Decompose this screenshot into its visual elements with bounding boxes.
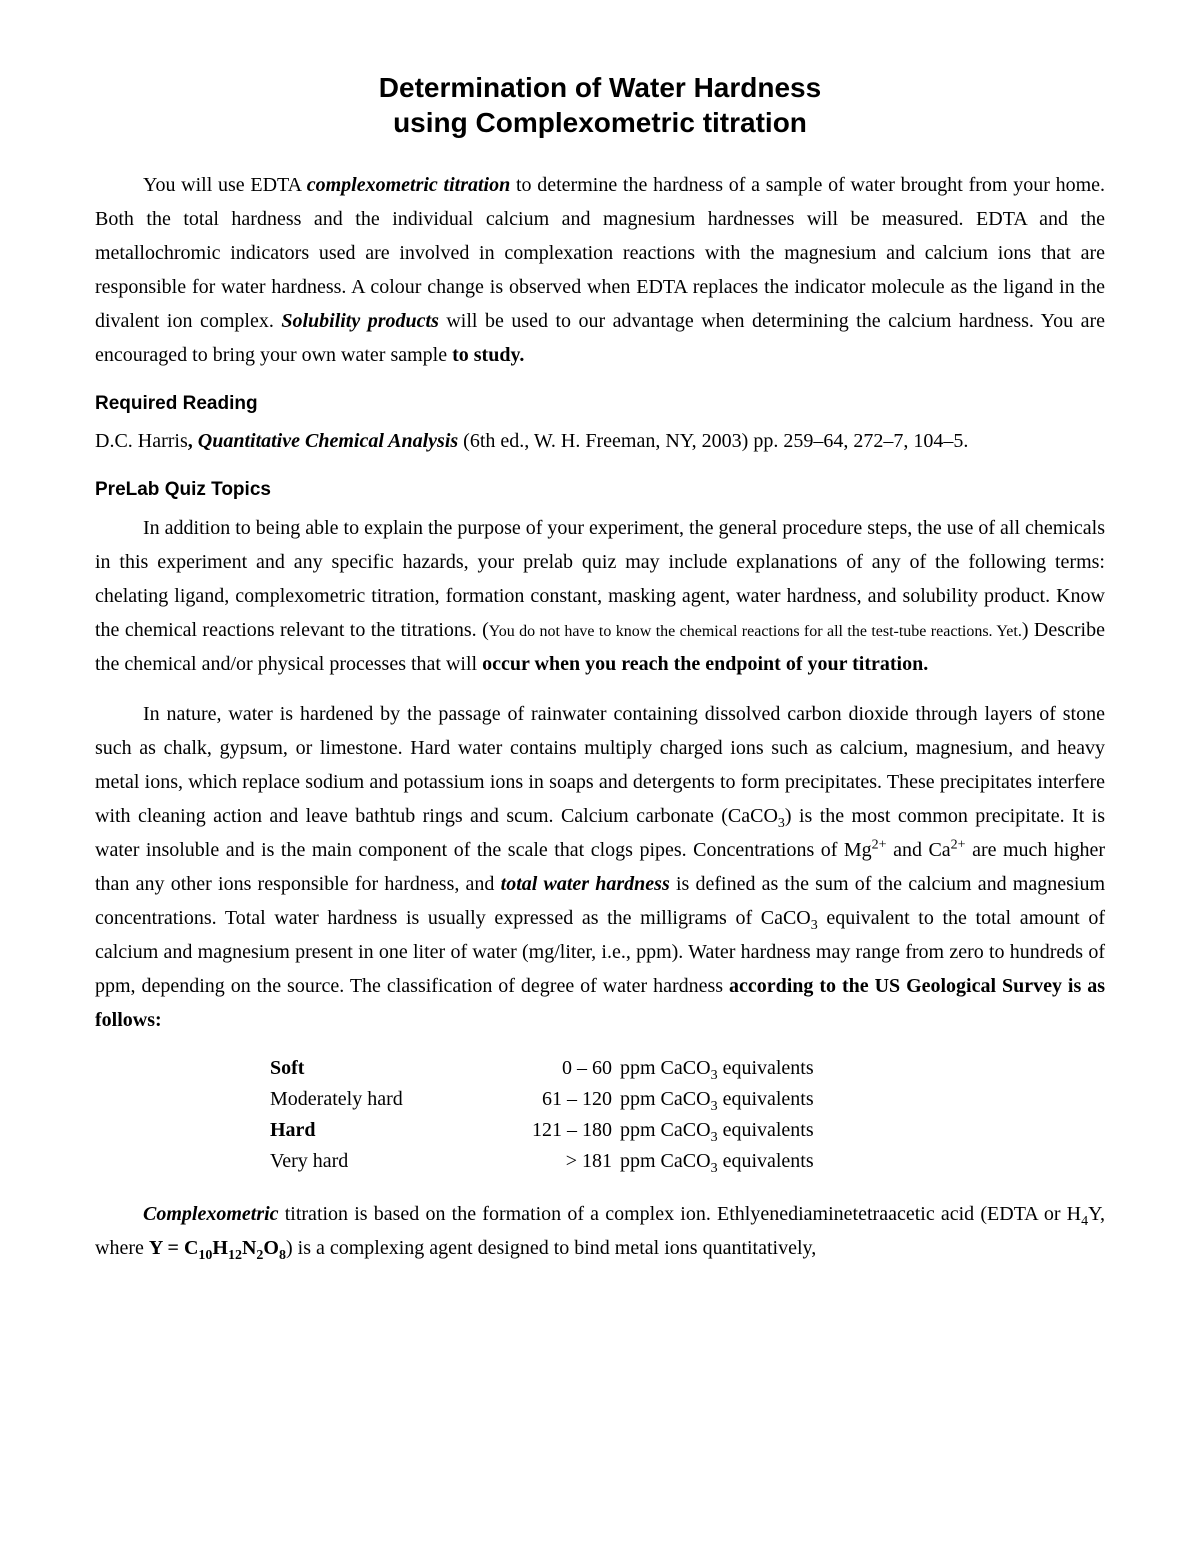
formula-h: H [212, 1237, 228, 1259]
subscript-3: 3 [778, 816, 785, 831]
subscript-3: 3 [711, 1130, 718, 1145]
unit-suffix: equivalents [718, 1150, 814, 1172]
unit-prefix: ppm CaCO [620, 1150, 711, 1172]
complexo-text: ) is a complexing agent designed to bind… [286, 1237, 816, 1259]
unit-prefix: ppm CaCO [620, 1119, 711, 1141]
formula-n: N [242, 1237, 256, 1259]
document-title: Determination of Water Hardness using Co… [95, 70, 1105, 140]
hardness-range: 61 – 120 [490, 1084, 620, 1115]
hardness-unit: ppm CaCO3 equivalents [620, 1053, 930, 1084]
superscript-2plus: 2+ [951, 837, 966, 852]
required-reading-text: D.C. Harris, Quantitative Chemical Analy… [95, 424, 1105, 458]
subscript-3: 3 [711, 1068, 718, 1083]
unit-prefix: ppm CaCO [620, 1088, 711, 1110]
subscript-8: 8 [279, 1248, 286, 1263]
subscript-10: 10 [198, 1248, 212, 1263]
title-line-2: using Complexometric titration [393, 107, 807, 138]
formula-y: Y = C [149, 1237, 199, 1259]
formula-o: O [263, 1237, 279, 1259]
unit-prefix: ppm CaCO [620, 1057, 711, 1079]
prelab-bold-end: occur when you reach the endpoint of you… [482, 653, 928, 675]
term-total-water-hardness: total water hardness [501, 873, 670, 895]
hardness-unit: ppm CaCO3 equivalents [620, 1115, 930, 1146]
superscript-2plus: 2+ [872, 837, 887, 852]
hardness-unit: ppm CaCO3 equivalents [620, 1146, 930, 1177]
hardness-label: Very hard [270, 1146, 490, 1177]
intro-bold-end: to study. [452, 344, 524, 366]
subscript-12: 12 [228, 1248, 242, 1263]
hardness-range: 0 – 60 [490, 1053, 620, 1084]
unit-suffix: equivalents [718, 1119, 814, 1141]
term-solubility-products: Solubility products [281, 310, 439, 332]
table-row: Soft0 – 60ppm CaCO3 equivalents [270, 1053, 930, 1084]
table-row: Hard121 – 180ppm CaCO3 equivalents [270, 1115, 930, 1146]
nature-paragraph: In nature, water is hardened by the pass… [95, 697, 1105, 1037]
intro-text: You will use EDTA [143, 174, 307, 196]
unit-suffix: equivalents [718, 1057, 814, 1079]
hardness-range: 121 – 180 [490, 1115, 620, 1146]
hardness-classification-table: Soft0 – 60ppm CaCO3 equivalentsModeratel… [270, 1053, 930, 1177]
title-line-1: Determination of Water Hardness [379, 72, 821, 103]
prelab-heading: PreLab Quiz Topics [95, 474, 1105, 506]
prelab-small-note: You do not have to know the chemical rea… [489, 623, 1022, 640]
subscript-3: 3 [811, 918, 818, 933]
hardness-range: > 181 [490, 1146, 620, 1177]
intro-text: to determine the hardness of a sample of… [95, 174, 1105, 332]
nature-text: and Ca [887, 839, 951, 861]
required-reading-heading: Required Reading [95, 388, 1105, 420]
complexometric-paragraph: Complexometric titration is based on the… [95, 1197, 1105, 1265]
table-row: Very hard> 181ppm CaCO3 equivalents [270, 1146, 930, 1177]
subscript-3: 3 [711, 1161, 718, 1176]
reading-book-title: Quantitative Chemical Analysis [198, 430, 458, 452]
reading-citation: (6th ed., W. H. Freeman, NY, 2003) pp. 2… [458, 430, 968, 452]
prelab-paragraph: In addition to being able to explain the… [95, 511, 1105, 681]
term-complexometric: Complexometric [143, 1203, 279, 1225]
table-row: Moderately hard61 – 120ppm CaCO3 equival… [270, 1084, 930, 1115]
intro-paragraph: You will use EDTA complexometric titrati… [95, 168, 1105, 372]
hardness-label: Soft [270, 1053, 490, 1084]
unit-suffix: equivalents [718, 1088, 814, 1110]
complexo-text: titration is based on the formation of a… [279, 1203, 1082, 1225]
reading-author: D.C. Harris [95, 430, 188, 452]
hardness-label: Moderately hard [270, 1084, 490, 1115]
term-complexometric-titration: complexometric titration [307, 174, 511, 196]
reading-comma: , [188, 430, 198, 452]
hardness-unit: ppm CaCO3 equivalents [620, 1084, 930, 1115]
hardness-label: Hard [270, 1115, 490, 1146]
subscript-3: 3 [711, 1099, 718, 1114]
